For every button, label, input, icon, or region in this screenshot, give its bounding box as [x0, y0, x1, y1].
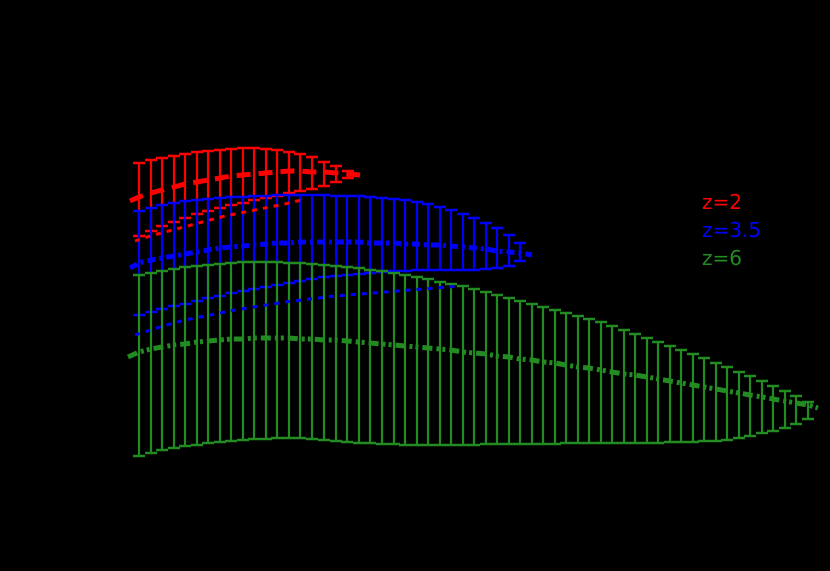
mean-line [126, 335, 819, 411]
legend-item-z3-5: z=3.5 [576, 216, 796, 244]
legend-label: z=6 [702, 246, 742, 270]
reference-line [134, 284, 461, 337]
legend-label: z=3.5 [702, 218, 762, 242]
mean-line [128, 239, 533, 271]
legend-item-z6: z=6 [576, 244, 796, 272]
legend-item-z2: z=2 [576, 188, 796, 216]
series-z-6 [126, 260, 819, 458]
series-z-3-5-dotted-reference- [134, 284, 461, 337]
mean-line [128, 168, 361, 204]
legend-label: z=2 [702, 190, 742, 214]
legend: z=2 z=3.5 z=6 [576, 188, 796, 272]
series-layer [126, 146, 819, 458]
